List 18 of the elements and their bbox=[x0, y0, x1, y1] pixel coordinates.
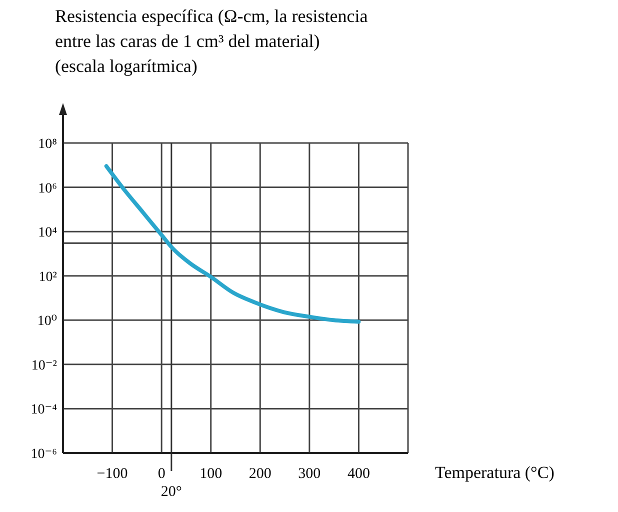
y-tick-label: 10⁻⁶ bbox=[30, 447, 58, 462]
x-tick-label: −100 bbox=[96, 466, 128, 482]
y-tick-label: 10⁶ bbox=[38, 181, 58, 196]
x-tick-label: 0 bbox=[158, 466, 166, 482]
x-tick-label: 200 bbox=[248, 466, 272, 482]
y-tick-label: 10² bbox=[38, 270, 57, 285]
y-axis-title: Resistencia específica (Ω-cm, la resistencia entre las caras de 1 cm³ del material) (escala logarítmica) bbox=[55, 6, 368, 76]
y-tick-label: 10⁻⁴ bbox=[30, 402, 58, 418]
x-tick-label: 100 bbox=[200, 466, 222, 482]
line-series bbox=[104, 164, 361, 324]
y-tick-label: 10⁻² bbox=[31, 358, 57, 374]
x-axis-title: Temperatura (°C) bbox=[435, 463, 554, 482]
y-tick-label: 10⁰ bbox=[37, 314, 58, 330]
x-tick-label: 400 bbox=[347, 466, 370, 482]
ref-line-label: 20° bbox=[160, 484, 182, 500]
y-tick-label: 10⁴ bbox=[38, 226, 58, 241]
x-tick-label: 300 bbox=[298, 466, 321, 482]
y-tick-label: 10⁸ bbox=[38, 137, 58, 152]
